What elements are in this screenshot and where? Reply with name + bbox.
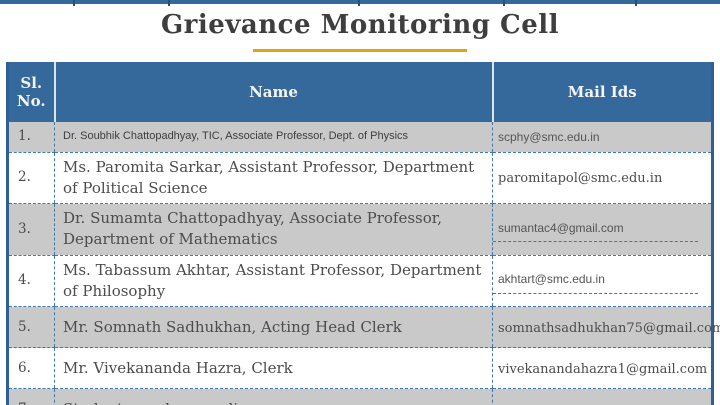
table-row: 1. Dr. Soubhik Chattopadhyay, TIC, Assoc…	[7, 121, 713, 153]
table-remnant-tick	[168, 0, 170, 6]
cell-mail-id: sumantac4@gmail.com	[492, 203, 713, 256]
cell-mail-id: paromitapol@smc.edu.in	[492, 152, 713, 205]
table-row: 5. Mr. Somnath Sadhukhan, Acting Head Cl…	[7, 306, 720, 349]
cell-mail-id: scphy@smc.edu.in	[492, 121, 713, 153]
table-row: 7. Student member pending	[7, 388, 713, 405]
table-remnant-tick	[358, 0, 360, 6]
mail-id-text: paromitapol@smc.edu.in	[498, 171, 663, 187]
cell-sl-no: 4.	[7, 255, 55, 308]
mail-id-text: scphy@smc.edu.in	[498, 129, 600, 144]
cell-name: Ms. Paromita Sarkar, Assistant Professor…	[54, 152, 493, 205]
grievance-cell-table: Sl. No. Name Mail Ids 1. Dr. Soubhik Cha…	[6, 61, 720, 405]
mail-dashed-underline	[493, 241, 698, 243]
table-header-row: Sl. No. Name Mail Ids	[7, 61, 713, 122]
cell-sl-no: 3.	[7, 203, 55, 256]
cell-sl-no: 2.	[7, 152, 55, 205]
page-title: Grievance Monitoring Cell	[160, 10, 560, 40]
mail-id-text: sumantac4@gmail.com	[498, 220, 624, 235]
cell-mail-id: somnathsadhukhan75@gmail.com	[492, 306, 720, 349]
mail-id-text: vivekanandahazra1@gmail.com	[498, 361, 708, 377]
mail-id-text: akhtart@smc.edu.in	[498, 272, 605, 287]
cell-name: Dr. Soubhik Chattopadhyay, TIC, Associat…	[54, 121, 493, 153]
header-sl-no: Sl. No.	[7, 61, 55, 122]
table-remnant-tick	[635, 0, 637, 6]
cell-sl-no: 1.	[7, 121, 55, 153]
table-row: 6. Mr. Vivekananda Hazra, Clerk vivekana…	[7, 347, 713, 390]
title-underline-decoration	[253, 48, 467, 52]
cell-name: Dr. Sumamta Chattopadhyay, Associate Pro…	[54, 203, 493, 256]
cell-name: Mr. Vivekananda Hazra, Clerk	[54, 347, 493, 390]
table-row: 4. Ms. Tabassum Akhtar, Assistant Profes…	[7, 255, 713, 308]
header-name: Name	[53, 61, 493, 122]
mail-id-text: somnathsadhukhan75@gmail.com	[498, 320, 720, 336]
cell-mail-id: akhtart@smc.edu.in	[492, 255, 713, 308]
table-remnant-tick	[73, 0, 75, 6]
cell-mail-id	[492, 388, 713, 405]
table-row: 3. Dr. Sumamta Chattopadhyay, Associate …	[7, 203, 713, 256]
table-row: 2. Ms. Paromita Sarkar, Assistant Profes…	[7, 152, 713, 205]
cell-sl-no: 7.	[7, 388, 55, 405]
header-mail-ids: Mail Ids	[491, 61, 713, 122]
mail-dashed-underline	[493, 292, 698, 294]
cell-sl-no: 5.	[7, 306, 55, 349]
cell-name: Student member pending	[54, 388, 493, 405]
cell-mail-id: vivekanandahazra1@gmail.com	[492, 347, 713, 390]
cropped-table-above-remnant	[0, 0, 720, 6]
table-remnant-tick	[503, 0, 505, 6]
cell-name: Ms. Tabassum Akhtar, Assistant Professor…	[54, 255, 493, 308]
cell-name: Mr. Somnath Sadhukhan, Acting Head Clerk	[54, 306, 493, 349]
cell-sl-no: 6.	[7, 347, 55, 390]
